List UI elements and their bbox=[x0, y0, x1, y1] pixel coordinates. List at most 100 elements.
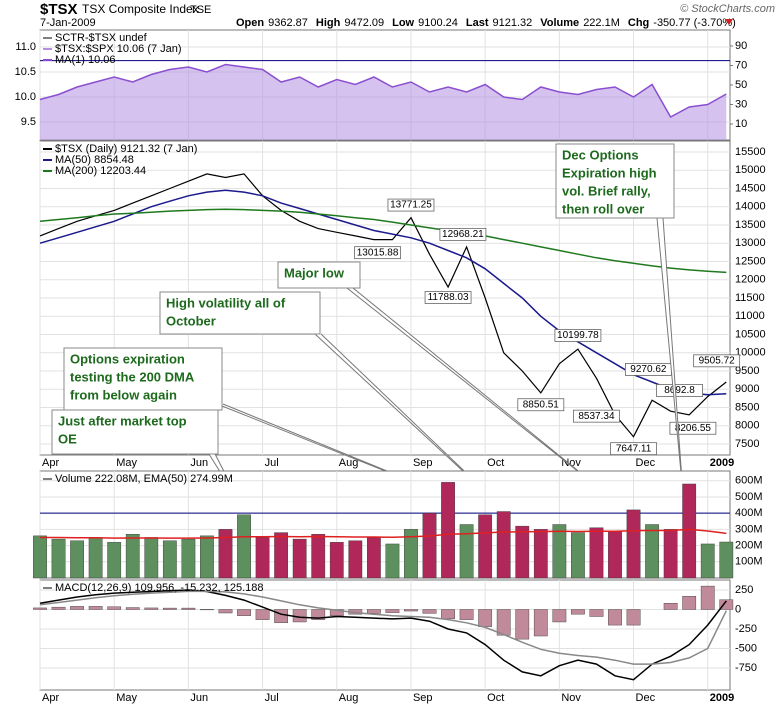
bar bbox=[589, 527, 604, 579]
y-tick-label: 10500 bbox=[735, 328, 766, 340]
x-tick-label: Aug bbox=[339, 692, 359, 704]
price-label: 11788.03 bbox=[428, 292, 469, 303]
price-label-box bbox=[693, 354, 741, 368]
y-tick-label: 13000 bbox=[735, 237, 766, 249]
annotation-text: testing the 200 DMA bbox=[70, 369, 195, 384]
quote-value: 222.1M bbox=[583, 17, 620, 29]
legend-entry: MA(50) 8854.48 bbox=[55, 154, 134, 166]
price-label-box bbox=[387, 198, 435, 212]
bar bbox=[663, 529, 678, 579]
y2-tick-label: 10 bbox=[735, 118, 747, 130]
down-arrow bbox=[725, 19, 733, 25]
bar bbox=[626, 609, 641, 626]
x-tick-label: 2009 bbox=[710, 692, 734, 704]
x-tick-label: Oct bbox=[487, 457, 504, 469]
bar bbox=[552, 609, 567, 623]
exchange: TSE bbox=[190, 4, 211, 16]
y-tick-label: 400M bbox=[735, 507, 763, 519]
bar bbox=[515, 525, 530, 579]
quote-label: Volume bbox=[540, 17, 579, 29]
price-label-box bbox=[656, 384, 703, 397]
bar bbox=[404, 529, 418, 579]
legend-entry: MA(1) 10.06 bbox=[55, 54, 116, 66]
bar bbox=[33, 607, 47, 610]
y-tick-label: 11000 bbox=[735, 310, 765, 322]
bar bbox=[404, 609, 418, 612]
bar bbox=[645, 524, 659, 579]
bar bbox=[385, 609, 400, 613]
bar bbox=[441, 482, 455, 579]
y-tick-label: 300M bbox=[735, 523, 763, 535]
annotation-text: Dec Options bbox=[562, 147, 639, 162]
x-tick-label: Sep bbox=[413, 457, 433, 469]
x-tick-label: May bbox=[116, 692, 137, 704]
area bbox=[40, 64, 727, 140]
annotation-text: High volatility all of bbox=[166, 295, 286, 310]
y2-tick-label: 70 bbox=[735, 59, 747, 71]
price-label: 13015.88 bbox=[357, 247, 399, 258]
annotation-text: October bbox=[166, 313, 216, 328]
quote-label: Open bbox=[236, 17, 264, 29]
price-label: 8692.8 bbox=[664, 385, 695, 396]
line bbox=[39, 189, 727, 396]
x-tick-label: Oct bbox=[487, 692, 504, 704]
y-tick-label: 200M bbox=[735, 539, 763, 551]
y-tick-label: 250 bbox=[735, 584, 753, 596]
y-tick-label: 11.0 bbox=[15, 41, 36, 53]
bar bbox=[459, 609, 474, 620]
bar bbox=[366, 609, 381, 614]
legend-entry: $TSX:$SPX 10.06 (7 Jan) bbox=[55, 43, 182, 55]
price-label: 8206.55 bbox=[675, 423, 712, 434]
x-tick-label: 2009 bbox=[710, 457, 734, 469]
date: 7-Jan-2009 bbox=[40, 17, 96, 29]
panel-frame bbox=[39, 579, 731, 691]
annotation-box bbox=[159, 291, 321, 335]
annotation-box bbox=[63, 347, 223, 411]
line bbox=[39, 208, 727, 274]
x-tick-label: Aug bbox=[339, 457, 359, 469]
bar bbox=[70, 606, 84, 610]
watermark: © StockCharts.com bbox=[680, 3, 775, 15]
bar bbox=[144, 537, 159, 579]
x-tick-label: Sep bbox=[413, 692, 433, 704]
price-label-box bbox=[610, 442, 657, 456]
annotation-text: Just after market top bbox=[58, 413, 187, 428]
y-tick-label: 13500 bbox=[735, 219, 766, 231]
bar bbox=[144, 607, 159, 610]
quote-label: Chg bbox=[628, 17, 649, 29]
line bbox=[39, 589, 727, 681]
price-label: 8537.34 bbox=[578, 411, 615, 422]
y-tick-label: 14500 bbox=[735, 182, 766, 194]
price-label-box bbox=[517, 398, 565, 412]
bar bbox=[33, 535, 47, 579]
y-tick-label: -500 bbox=[735, 642, 757, 654]
bar bbox=[329, 609, 344, 616]
x-tick-label: Apr bbox=[42, 692, 59, 704]
bar bbox=[626, 509, 641, 579]
annotation-text: Options expiration bbox=[70, 351, 185, 366]
x-tick-label: Dec bbox=[636, 692, 656, 704]
y-tick-label: 12500 bbox=[735, 255, 766, 267]
y-tick-label: 9.5 bbox=[21, 116, 36, 128]
bar bbox=[700, 543, 715, 579]
bar bbox=[496, 609, 511, 636]
quote-value: 9362.87 bbox=[268, 17, 308, 29]
bar bbox=[422, 609, 437, 614]
bar bbox=[274, 532, 289, 579]
bar bbox=[571, 532, 585, 579]
y-tick-label: 10000 bbox=[735, 347, 766, 359]
x-tick-label: Jun bbox=[190, 692, 208, 704]
bar bbox=[274, 609, 289, 623]
bar bbox=[125, 607, 140, 610]
y-tick-label: 7500 bbox=[735, 438, 759, 450]
y-tick-label: 500M bbox=[735, 491, 763, 503]
bar bbox=[552, 524, 567, 579]
symbol: $TSX bbox=[40, 1, 78, 18]
y-tick-label: 8000 bbox=[735, 420, 759, 432]
bar bbox=[719, 541, 734, 579]
y-tick-label: 100M bbox=[735, 556, 763, 568]
bar bbox=[663, 603, 678, 610]
y-tick-label: 600M bbox=[735, 475, 763, 487]
quote-label: Low bbox=[392, 17, 414, 29]
bar bbox=[478, 514, 493, 579]
